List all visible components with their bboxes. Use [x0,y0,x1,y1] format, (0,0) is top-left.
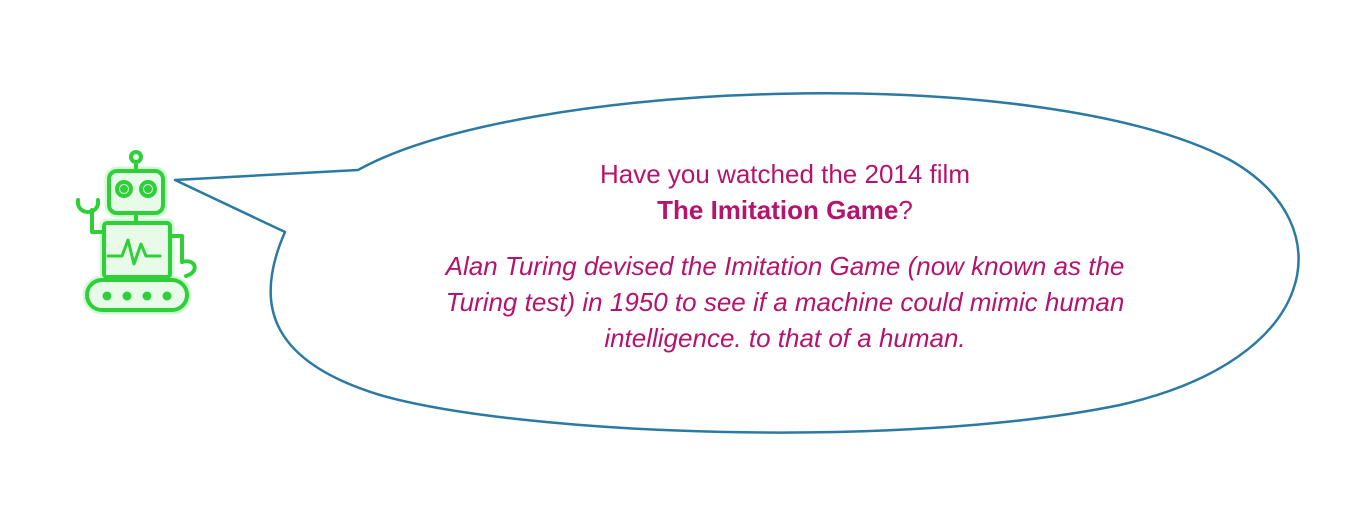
film-title: The Imitation Game [657,195,899,225]
bubble-text: Have you watched the 2014 film The Imita… [420,156,1150,356]
film-title-line: The Imitation Game? [420,192,1150,228]
question-mark: ? [898,195,913,225]
fact-text: Alan Turing devised the Imitation Game (… [445,251,1125,353]
robot-icon [75,150,197,315]
question-line: Have you watched the 2014 film [600,159,970,189]
speech-bubble-outline [173,92,1300,434]
